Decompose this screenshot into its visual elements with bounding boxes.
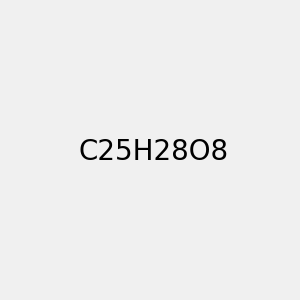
Text: C25H28O8: C25H28O8 — [79, 137, 229, 166]
